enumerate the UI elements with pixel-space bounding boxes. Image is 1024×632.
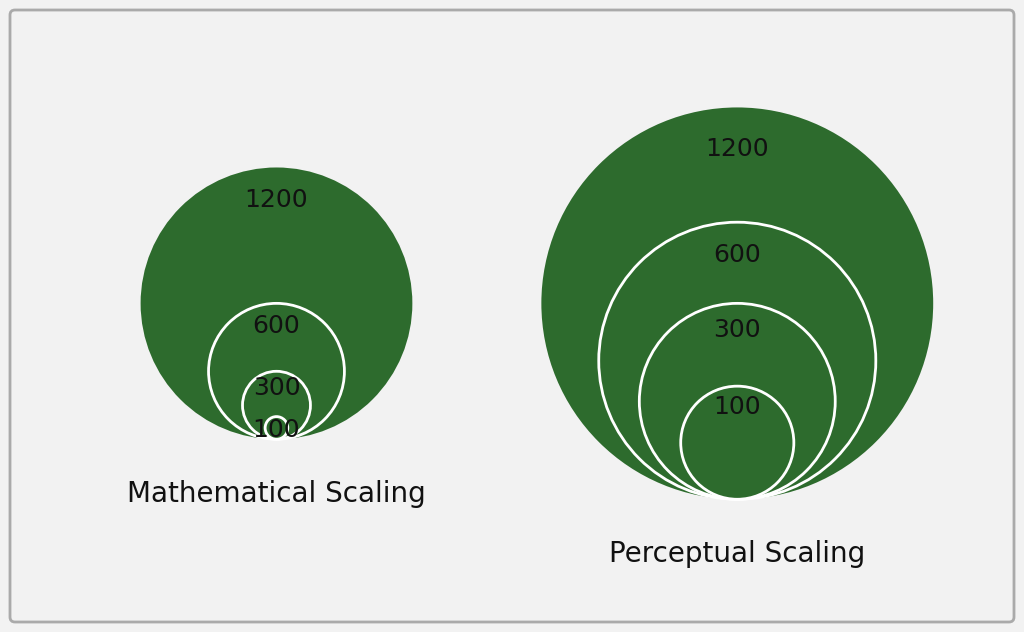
- Text: 1200: 1200: [706, 137, 769, 161]
- Text: 600: 600: [253, 313, 300, 337]
- Text: 300: 300: [253, 377, 300, 401]
- Text: Mathematical Scaling: Mathematical Scaling: [127, 480, 426, 508]
- Circle shape: [542, 107, 933, 499]
- Circle shape: [599, 222, 876, 499]
- Text: 300: 300: [714, 318, 761, 342]
- Text: 100: 100: [714, 394, 761, 418]
- Circle shape: [209, 303, 344, 439]
- Circle shape: [639, 303, 836, 499]
- Text: Perceptual Scaling: Perceptual Scaling: [609, 540, 865, 568]
- Circle shape: [140, 167, 413, 439]
- Text: 1200: 1200: [245, 188, 308, 212]
- Circle shape: [243, 371, 310, 439]
- FancyBboxPatch shape: [10, 10, 1014, 622]
- Circle shape: [265, 416, 288, 439]
- Text: 100: 100: [253, 418, 300, 442]
- Circle shape: [681, 386, 794, 499]
- Text: 600: 600: [714, 243, 761, 267]
